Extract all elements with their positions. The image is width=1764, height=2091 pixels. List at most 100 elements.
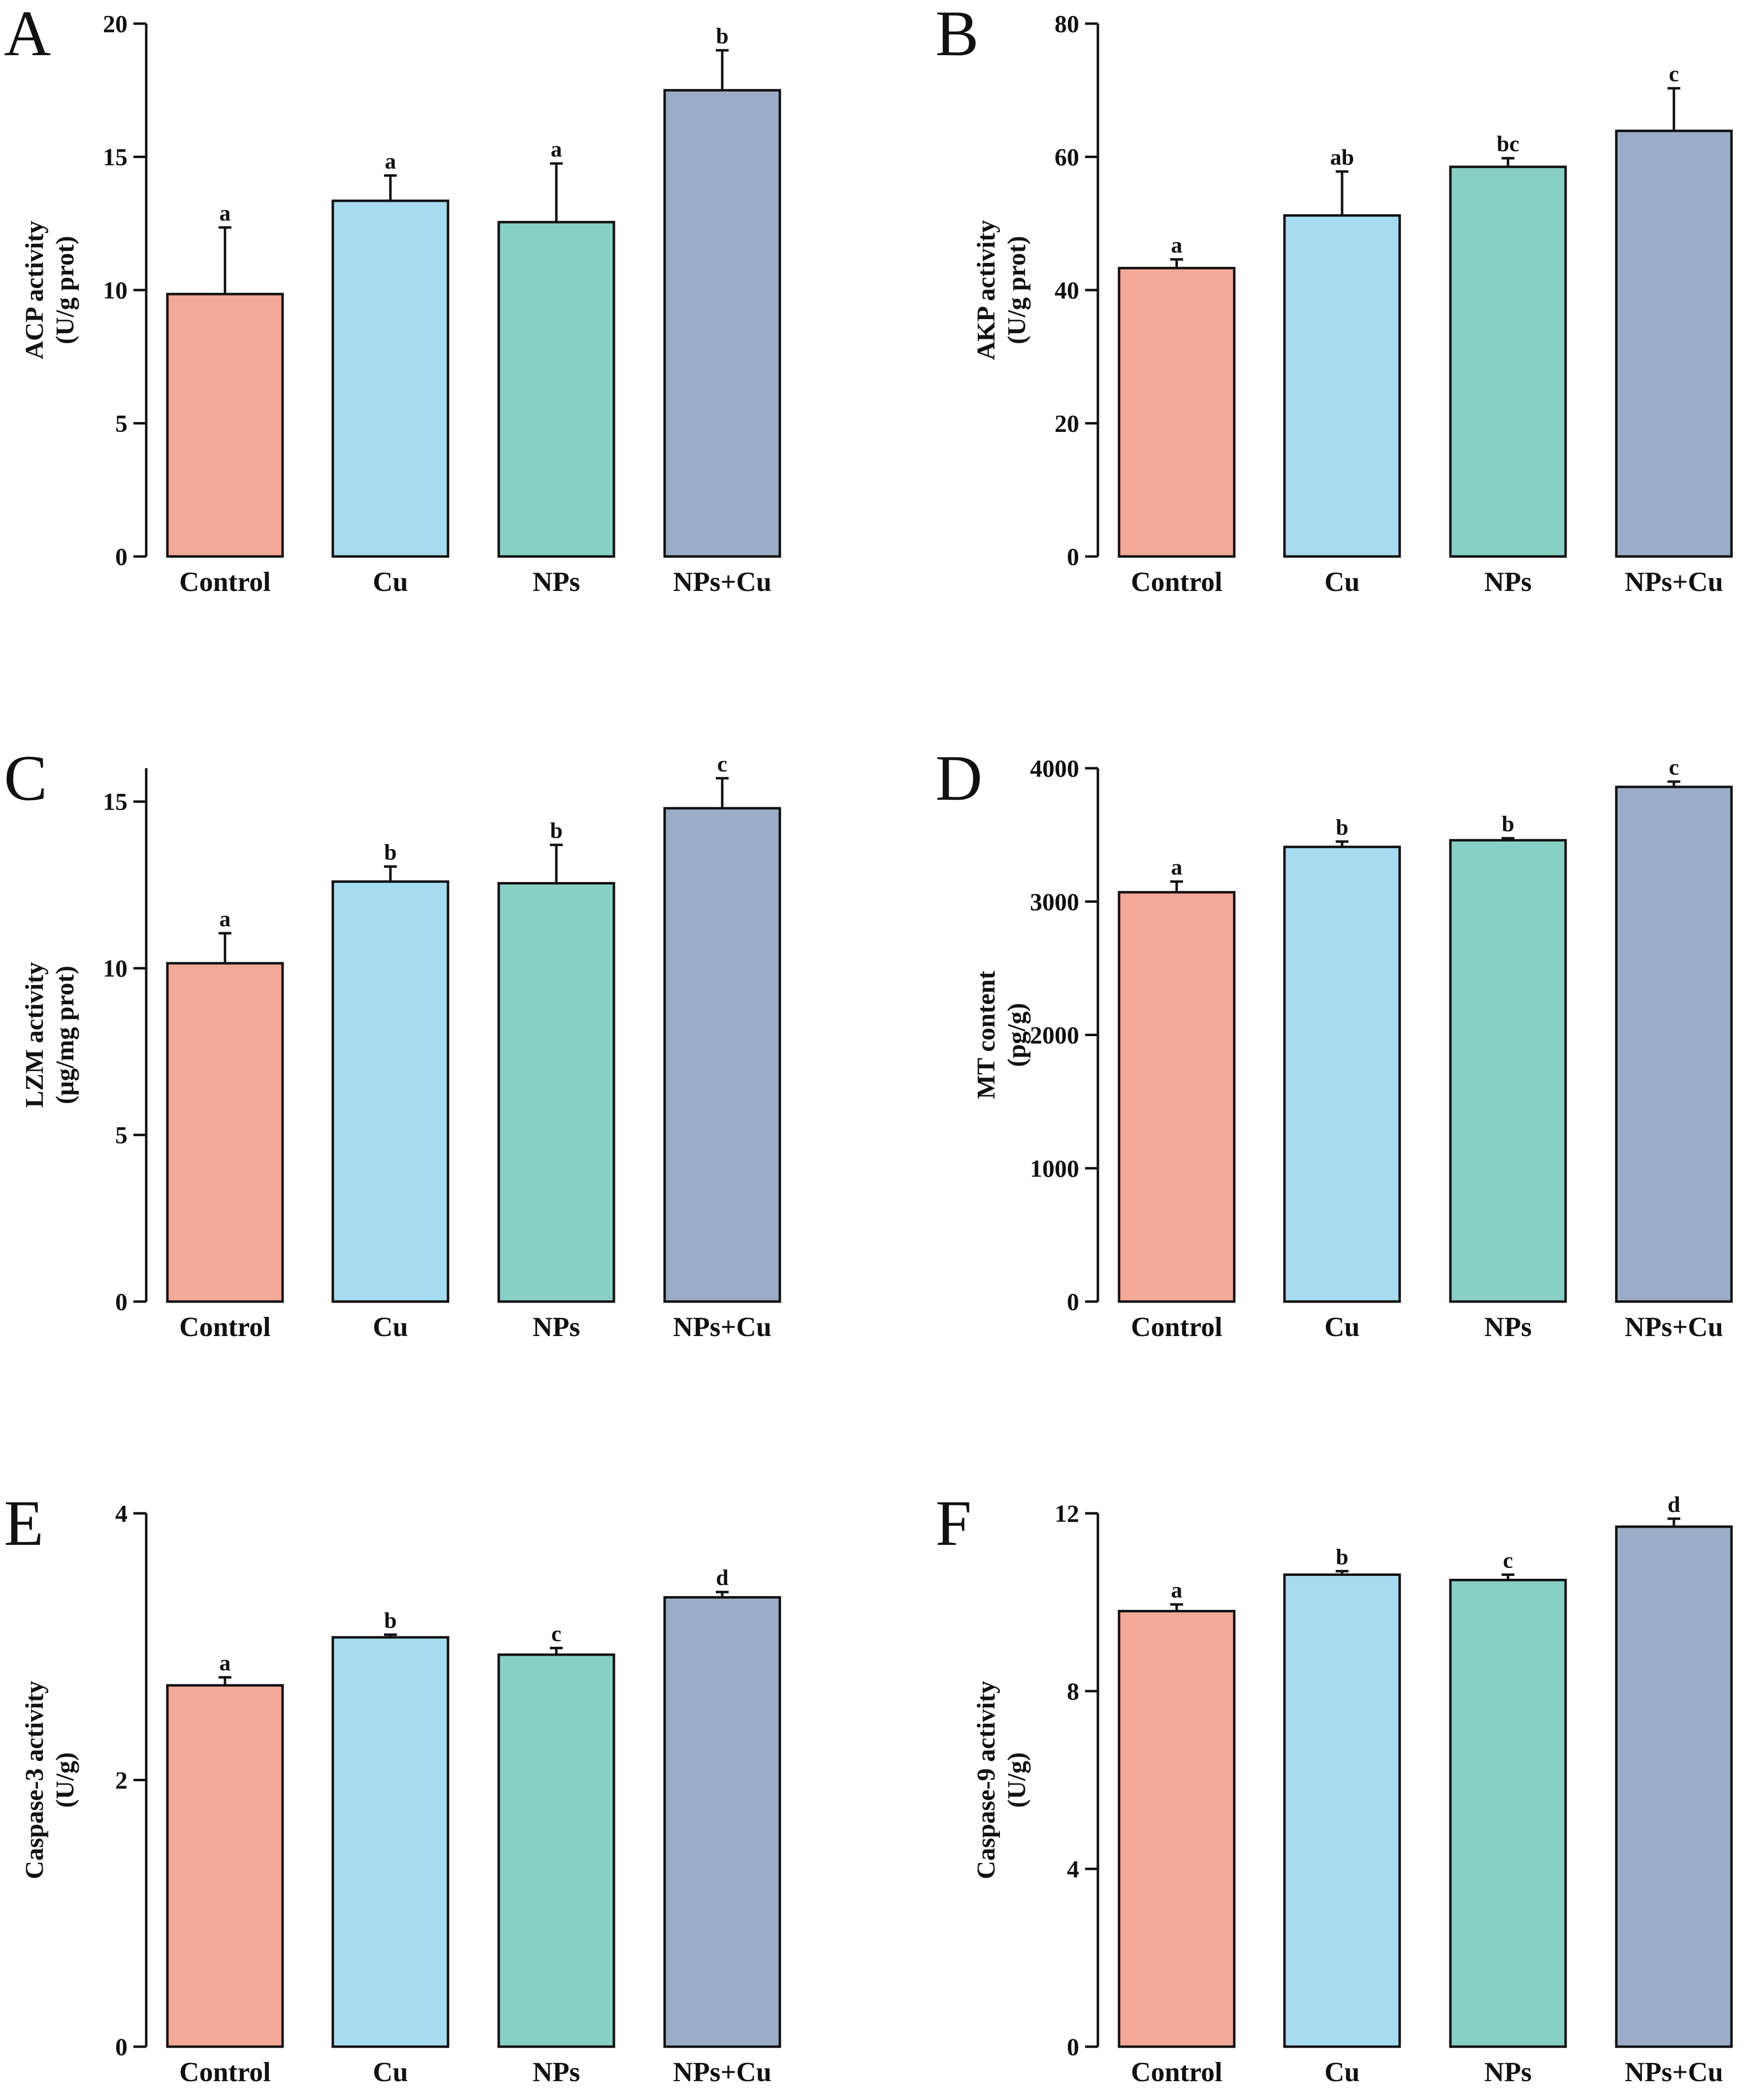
x-category-label: NPs+Cu: [673, 1312, 771, 1342]
y-tick-label: 4000: [1030, 754, 1079, 782]
y-tick-label: 8: [1067, 1677, 1079, 1705]
panel-letter: D: [935, 742, 982, 814]
bar-cu: [331, 1636, 449, 2048]
y-axis-title-unit: (U/g prot): [1003, 236, 1031, 344]
y-tick-label: 60: [1055, 143, 1079, 171]
bar-nps: [497, 221, 615, 558]
y-axis-title: ACP activity: [21, 221, 49, 359]
x-category-label: NPs+Cu: [673, 2057, 771, 2088]
significance-letter: a: [1171, 854, 1183, 880]
y-axis-title: LZM activity: [21, 962, 49, 1108]
y-axis-title: Caspase-9 activity: [972, 1681, 1000, 1879]
x-category-label: NPs+Cu: [673, 567, 771, 597]
bar-nps-plus-cu: [663, 1596, 781, 2048]
x-category-label: NPs: [1484, 2057, 1532, 2088]
x-category-label: NPs+Cu: [1625, 2057, 1723, 2088]
panel-letter: A: [4, 0, 51, 69]
y-tick-label: 0: [115, 543, 128, 570]
significance-letter: b: [1336, 815, 1348, 840]
x-category-label: NPs: [533, 1312, 580, 1342]
x-category-label: Control: [1131, 1312, 1222, 1342]
significance-letter: a: [551, 136, 562, 162]
y-tick-label: 0: [115, 1288, 128, 1315]
bar-nps: [1449, 839, 1567, 1303]
bar-control: [1118, 891, 1236, 1303]
panel-f: F 0 4 8 12 Caspase-9 activity (U/g) a Control b Cu…: [935, 1487, 1733, 2088]
x-category-label: Cu: [1324, 1312, 1360, 1342]
y-tick-label: 0: [115, 2033, 128, 2060]
x-category-label: Cu: [373, 2057, 408, 2088]
x-category-label: Control: [179, 2057, 271, 2088]
x-category-label: Cu: [1324, 567, 1360, 597]
y-tick-label: 5: [115, 1121, 128, 1149]
y-axis-title-unit: (U/g): [1003, 1752, 1031, 1808]
x-category-label: NPs: [1484, 567, 1532, 597]
y-tick-label: 0: [1067, 543, 1079, 570]
significance-letter: d: [716, 1565, 729, 1590]
y-tick-label: 80: [1055, 10, 1079, 37]
panel-e: E 0 2 4 Caspase-3 activity (U/g) a Control b Cu c N…: [4, 1487, 781, 2088]
bar-control: [1118, 266, 1236, 558]
panel-letter: E: [4, 1487, 44, 1559]
x-category-label: NPs: [533, 567, 580, 597]
y-tick-label: 3000: [1030, 888, 1079, 915]
y-tick-label: 15: [103, 143, 128, 171]
significance-letter: ab: [1330, 144, 1354, 169]
x-category-label: Cu: [373, 1312, 408, 1342]
bar-cu: [331, 199, 449, 558]
significance-letter: a: [385, 148, 396, 173]
panel-b: B 0 20 40 60 80 AKP activity (U/g prot) a Control…: [935, 0, 1733, 597]
panel-letter: B: [935, 0, 979, 69]
x-category-label: Control: [179, 567, 271, 597]
bar-cu: [1283, 846, 1401, 1303]
y-tick-label: 0: [1067, 2033, 1079, 2060]
x-category-label: Control: [1131, 2057, 1222, 2088]
significance-letter: c: [551, 1621, 561, 1646]
y-tick-label: 5: [115, 410, 128, 437]
y-axis-title-unit: (μg/mg prot): [51, 966, 79, 1104]
significance-letter: a: [1171, 232, 1183, 258]
x-category-label: Cu: [373, 567, 408, 597]
significance-letter: b: [1502, 811, 1514, 836]
significance-letter: a: [220, 1650, 231, 1675]
y-axis-title: AKP activity: [972, 220, 1000, 360]
panel-a: A 0 5 10 15 20 ACP activity (U/g prot) a Control a…: [4, 0, 781, 597]
y-tick-label: 2: [115, 1766, 128, 1794]
y-axis-title-unit: (pg/g): [1003, 1003, 1031, 1067]
bar-nps-plus-cu: [1615, 130, 1733, 558]
y-tick-label: 40: [1055, 276, 1079, 304]
y-tick-label: 15: [103, 788, 128, 816]
significance-letter: bc: [1497, 131, 1519, 156]
y-tick-label: 20: [103, 10, 128, 37]
bar-control: [166, 962, 284, 1303]
y-axis-title-unit: (U/g): [51, 1752, 79, 1808]
x-category-label: NPs+Cu: [1625, 567, 1723, 597]
significance-letter: b: [1336, 1544, 1348, 1569]
y-tick-label: 10: [103, 276, 128, 304]
bar-cu: [1283, 1573, 1401, 2048]
significance-letter: d: [1668, 1492, 1680, 1517]
significance-letter: b: [550, 818, 563, 843]
bar-control: [166, 1684, 284, 2048]
significance-letter: b: [384, 1607, 397, 1633]
bar-nps-plus-cu: [663, 807, 781, 1303]
y-tick-label: 12: [1055, 1500, 1079, 1527]
bar-control: [166, 293, 284, 558]
y-tick-label: 2000: [1030, 1021, 1079, 1049]
x-category-label: Control: [1131, 567, 1222, 597]
bar-nps-plus-cu: [1615, 1525, 1733, 2048]
y-tick-label: 20: [1055, 410, 1079, 437]
panel-c: C 0 5 10 15 LZM activity (μg/mg prot) a Control b…: [4, 742, 781, 1342]
significance-letter: b: [716, 23, 729, 48]
y-tick-label: 4: [115, 1500, 128, 1527]
significance-letter: a: [220, 906, 231, 931]
panel-letter: C: [4, 742, 47, 814]
y-axis-title-unit: (U/g prot): [51, 236, 79, 344]
bar-control: [1118, 1610, 1236, 2048]
x-category-label: Cu: [1324, 2057, 1360, 2088]
bar-cu: [331, 880, 449, 1303]
y-tick-label: 0: [1067, 1288, 1079, 1315]
y-axis-title: Caspase-3 activity: [21, 1681, 49, 1879]
bar-nps: [497, 1653, 615, 2048]
significance-letter: c: [1503, 1548, 1513, 1573]
